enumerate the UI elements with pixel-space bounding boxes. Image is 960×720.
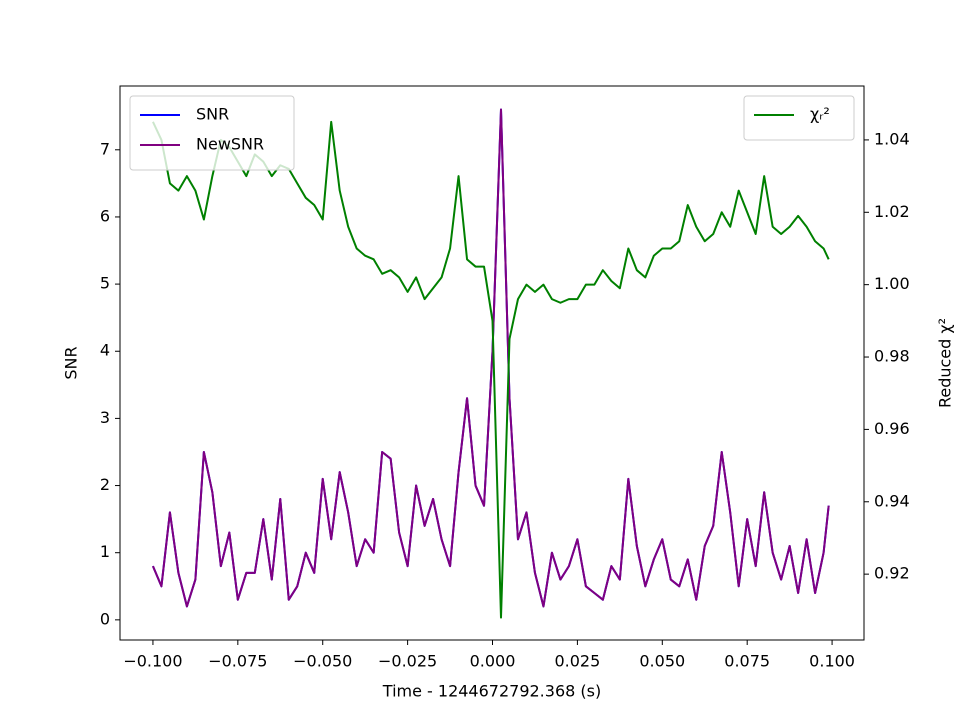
y2-tick-label: 0.96 <box>874 419 910 438</box>
y-tick-label: 6 <box>100 206 110 225</box>
legend-label: NewSNR <box>196 135 264 154</box>
y-tick-label: 7 <box>100 139 110 158</box>
y2-tick-label: 0.92 <box>874 564 910 583</box>
y-tick-label: 3 <box>100 408 110 427</box>
x-tick-label: 0.050 <box>639 652 685 671</box>
legend-label: χᵣ² <box>810 105 830 124</box>
y2-tick-label: 1.04 <box>874 129 910 148</box>
y2-axis-label: Reduced χ² <box>936 318 955 408</box>
y2-tick-label: 1.00 <box>874 274 910 293</box>
x-tick-label: −0.050 <box>293 652 352 671</box>
legend-box <box>743 95 855 141</box>
series-line <box>152 108 830 608</box>
y-tick-label: 2 <box>100 475 110 494</box>
y-axis-label: SNR <box>62 346 81 379</box>
x-tick-label: −0.100 <box>123 652 182 671</box>
legend-label: SNR <box>196 105 229 124</box>
plot-frame <box>119 85 865 641</box>
y-tick-label: 0 <box>100 609 110 628</box>
y2-tick-label: 0.98 <box>874 347 910 366</box>
x-tick-label: −0.075 <box>208 652 267 671</box>
x-tick-label: 0.100 <box>809 652 855 671</box>
x-tick-label: 0.075 <box>724 652 770 671</box>
x-tick-label: −0.025 <box>378 652 437 671</box>
y2-tick-label: 1.02 <box>874 202 910 221</box>
series-line <box>152 108 830 608</box>
y2-tick-label: 0.94 <box>874 491 910 510</box>
y-tick-label: 1 <box>100 542 110 561</box>
y-tick-label: 5 <box>100 274 110 293</box>
y-tick-label: 4 <box>100 341 110 360</box>
x-axis-label: Time - 1244672792.368 (s) <box>382 682 601 701</box>
x-tick-label: 0.025 <box>554 652 600 671</box>
x-tick-label: 0.000 <box>470 652 516 671</box>
